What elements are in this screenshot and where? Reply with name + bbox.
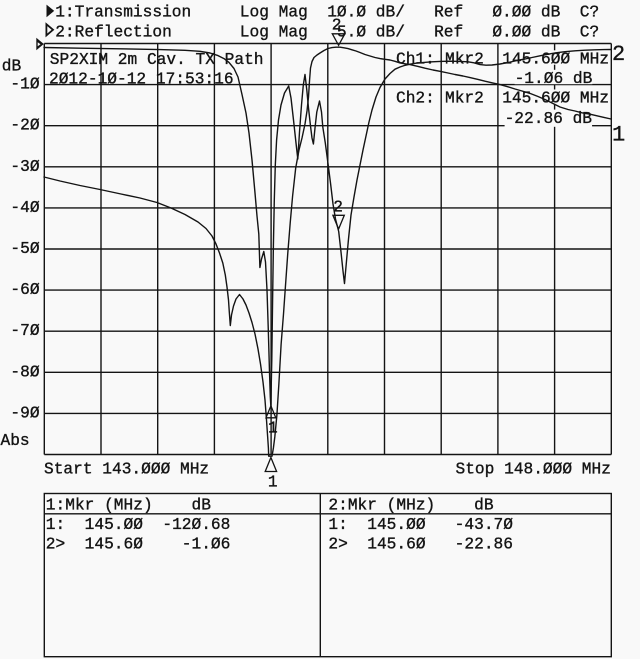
svg-text:-22.86 dB: -22.86 dB	[505, 110, 593, 128]
svg-text:2:Mkr (MHz) dB: 2:Mkr (MHz) dB	[328, 497, 493, 515]
svg-text:2:Reflection Log Mag 5: 2:Reflection Log Mag 5.Ø dB/ Ref Ø.ØØ dB…	[46, 23, 600, 41]
svg-text:dB: dB	[2, 57, 22, 75]
svg-text:2Ø12-1Ø-12 17:53:16: 2Ø12-1Ø-12 17:53:16	[49, 70, 234, 88]
svg-text:1:Mkr (MHz) dB: 1:Mkr (MHz) dB	[46, 497, 211, 515]
svg-text:-3Ø: -3Ø	[10, 158, 39, 176]
svg-text:1:Transmission Log Mag 1Ø: 1:Transmission Log Mag 1Ø.Ø dB/ Ref Ø.ØØ…	[46, 4, 600, 22]
svg-text:-6Ø: -6Ø	[10, 281, 39, 299]
svg-text:Start 143.ØØØ MHz: Start 143.ØØØ MHz	[44, 461, 209, 479]
svg-text:145.6ØØ MHz: 145.6ØØ MHz	[502, 51, 609, 69]
svg-text:2> 145.6Ø -1.Ø6: 2> 145.6Ø -1.Ø6	[46, 535, 231, 553]
svg-text:1: 1	[268, 420, 278, 438]
svg-text:2: 2	[333, 199, 343, 217]
svg-text:-8Ø: -8Ø	[10, 363, 39, 381]
svg-text:1: 1	[268, 474, 278, 492]
svg-text:-1.Ø6 dB: -1.Ø6 dB	[515, 70, 593, 88]
svg-text:Mkr2: Mkr2	[445, 90, 484, 108]
svg-text:SP2XIM 2m Cav. TX Path: SP2XIM 2m Cav. TX Path	[50, 51, 264, 69]
svg-text:2: 2	[612, 42, 625, 67]
svg-text:-2Ø: -2Ø	[10, 117, 39, 135]
svg-text:-7Ø: -7Ø	[10, 322, 39, 340]
svg-text:Ch2:: Ch2:	[396, 90, 435, 108]
svg-text:1: 145.ØØ -12Ø.68: 1: 145.ØØ -12Ø.68	[46, 516, 231, 534]
svg-text:Stop 148.ØØØ MHz: Stop 148.ØØØ MHz	[456, 461, 611, 479]
svg-text:-4Ø: -4Ø	[10, 199, 39, 217]
svg-text:Mkr2: Mkr2	[445, 51, 484, 69]
svg-text:2: 2	[332, 17, 342, 35]
svg-text:-5Ø: -5Ø	[10, 240, 39, 258]
svg-text:1: 145.ØØ -43.7Ø: 1: 145.ØØ -43.7Ø	[328, 516, 513, 534]
svg-text:Abs: Abs	[1, 432, 30, 450]
svg-text:145.6ØØ MHz: 145.6ØØ MHz	[502, 90, 609, 108]
svg-text:1: 1	[612, 123, 625, 148]
svg-text:-1Ø: -1Ø	[10, 76, 39, 94]
svg-text:2> 145.6Ø -22.86: 2> 145.6Ø -22.86	[328, 535, 513, 553]
svg-text:-9Ø: -9Ø	[10, 404, 39, 422]
